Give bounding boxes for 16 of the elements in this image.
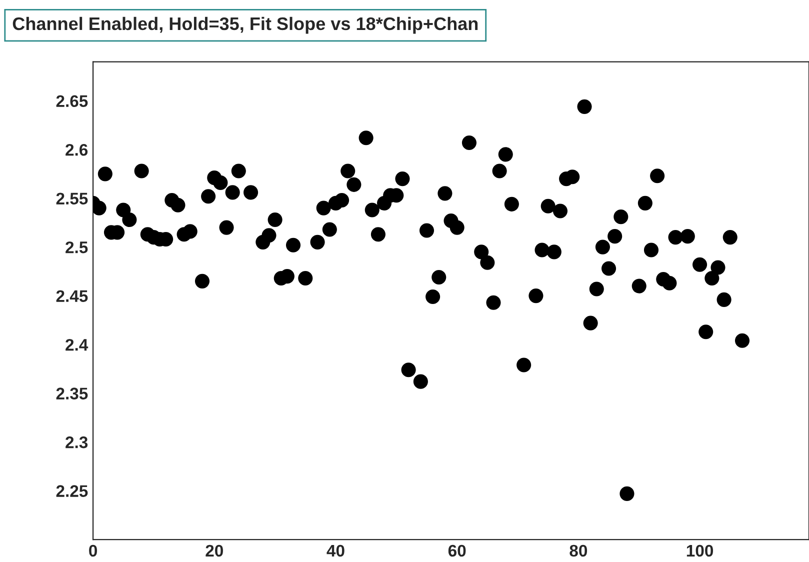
y-tick-label: 2.25 <box>56 485 88 497</box>
y-tick-label: 2.35 <box>56 388 88 400</box>
x-tick-label: 80 <box>570 544 588 557</box>
y-tick-label: 2.4 <box>66 338 88 351</box>
y-tick-label: 2.45 <box>56 290 88 302</box>
x-tick-label: 0 <box>89 544 97 557</box>
x-tick-label: 100 <box>686 544 714 557</box>
chart-title: Channel Enabled, Hold=35, Fit Slope vs 18*Chip+Chan <box>12 16 478 34</box>
x-tick-label: 20 <box>206 544 223 557</box>
y-tick-label: 2.5 <box>66 241 88 254</box>
y-tick-label: 2.3 <box>66 436 88 448</box>
y-tick-label: 2.65 <box>56 95 88 108</box>
x-tick-label: 60 <box>448 544 466 557</box>
y-tick-label: 2.6 <box>66 144 88 156</box>
x-tick-label: 40 <box>326 544 344 557</box>
y-tick-label: 2.55 <box>56 192 88 205</box>
